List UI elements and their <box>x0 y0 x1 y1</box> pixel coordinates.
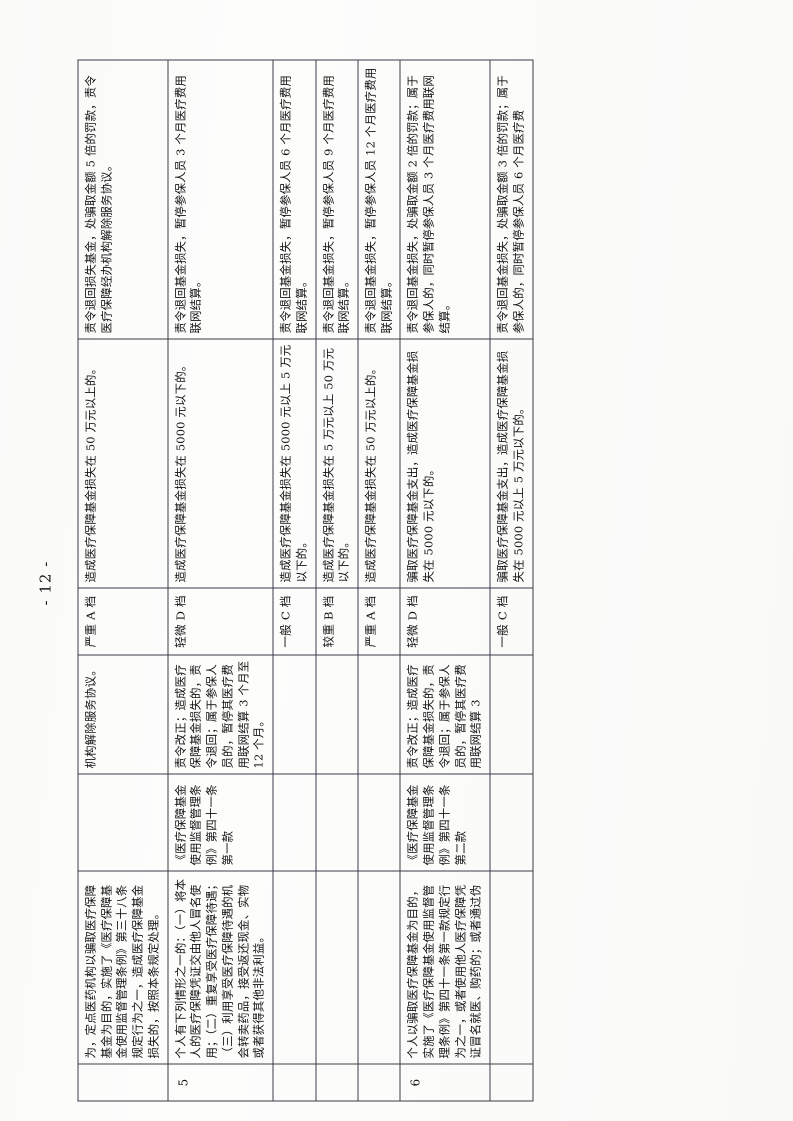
cell-row-number: 6 <box>399 1063 490 1101</box>
cell-legal-action: 责令改正；造成医疗保障基金损失的，责令退回；属于参保人员的，暂停其医疗费用联网结… <box>167 654 273 774</box>
cell-criteria: 骗取医疗保障基金支出，造成医疗保障基金损失在 5000 元以上 5 万元以下的。 <box>489 338 533 588</box>
penalty-discretion-table: 为，定点医药机构以骗取医疗保障基金为目的，实施了《医疗保障基金使用监督管理条例》… <box>77 59 533 1101</box>
cell-row-number <box>357 1063 400 1101</box>
cell-legal-basis <box>272 773 316 871</box>
cell-criteria: 造成医疗保障基金损失在 5000 元以下的。 <box>167 338 273 588</box>
cell-row-number <box>272 1063 316 1101</box>
table-row: 一般 C 档 骗取医疗保障基金支出，造成医疗保障基金损失在 5000 元以上 5… <box>489 59 533 1101</box>
table-row: 较重 B 档 造成医疗保障基金损失在 5 万元以上 50 万元以下的。 责令退回… <box>315 59 358 1101</box>
cell-legal-basis <box>357 773 400 871</box>
cell-description <box>315 870 358 1064</box>
cell-punishment: 责令退回损失基金，处骗取金额 5 倍的罚款，责令医疗保障经办机构解除服务协议。 <box>77 59 168 339</box>
cell-description: 为，定点医药机构以骗取医疗保障基金为目的，实施了《医疗保障基金使用监督管理条例》… <box>77 870 168 1064</box>
table-row: 6 个人以骗取医疗保障基金为目的，实施了《医疗保障基金使用监督管理条例》第四十一… <box>399 59 490 1101</box>
cell-criteria: 造成医疗保障基金损失在 5 万元以上 50 万元以下的。 <box>315 338 358 588</box>
cell-punishment: 责令退回基金损失，暂停参保人员 6 个月医疗费用联网结算。 <box>272 59 316 339</box>
cell-legal-action: 机构解除服务协议。 <box>77 654 168 774</box>
cell-legal-action <box>489 654 533 774</box>
cell-legal-action <box>357 654 400 774</box>
cell-description <box>272 870 316 1064</box>
cell-punishment: 责令退回基金损失，暂停参保人员 9 个月医疗费用联网结算。 <box>315 59 358 339</box>
cell-severity-level: 严重 A 档 <box>357 587 400 655</box>
cell-severity-level: 较重 B 档 <box>315 587 358 655</box>
table-row: 5 个人有下列情形之一的：（一）将本人的医疗保障凭证交由他人冒名使用；（二）重复… <box>167 59 273 1101</box>
cell-description: 个人以骗取医疗保障基金为目的，实施了《医疗保障基金使用监督管理条例》第四十一条第… <box>399 870 490 1064</box>
cell-legal-action: 责令改正；造成医疗保障基金损失的，责令退回；属于参保人员的，暂停其医疗费用联网结… <box>399 654 490 774</box>
cell-legal-basis <box>489 773 533 871</box>
cell-description <box>489 870 533 1064</box>
cell-severity-level: 严重 A 档 <box>77 587 168 655</box>
cell-criteria: 骗取医疗保障基金支出，造成医疗保障基金损失在 5000 元以下的。 <box>399 338 490 588</box>
cell-severity-level: 轻微 D 档 <box>167 587 273 655</box>
cell-description <box>357 870 400 1064</box>
cell-row-number <box>77 1063 168 1101</box>
cell-row-number <box>489 1063 533 1101</box>
table-row: 为，定点医药机构以骗取医疗保障基金为目的，实施了《医疗保障基金使用监督管理条例》… <box>77 59 168 1101</box>
cell-criteria: 造成医疗保障基金损失在 50 万元以上的。 <box>357 338 400 588</box>
cell-legal-action <box>272 654 316 774</box>
cell-severity-level: 一般 C 档 <box>272 587 316 655</box>
cell-punishment: 责令退回基金损失，处骗取金额 2 倍的罚款；属于参保人的，同时暂停参保人员 3 … <box>399 59 490 339</box>
cell-punishment: 责令退回基金损失，暂停参保人员 3 个月医疗费用联网结算。 <box>167 59 273 339</box>
cell-legal-action <box>315 654 358 774</box>
cell-legal-basis: 《医疗保障基金使用监督管理条例》第四十一条第二款 <box>399 773 490 871</box>
page-number: - 12 - <box>36 560 54 605</box>
cell-legal-basis <box>315 773 358 871</box>
cell-legal-basis <box>77 773 168 871</box>
cell-punishment: 责令退回基金损失，处骗取金额 3 倍的罚款；属于参保人的，同时暂停参保人员 6 … <box>489 59 533 339</box>
table-row: 严重 A 档 造成医疗保障基金损失在 50 万元以上的。 责令退回基金损失，暂停… <box>357 59 400 1101</box>
cell-row-number <box>315 1063 358 1101</box>
cell-punishment: 责令退回基金损失，暂停参保人员 12 个月医疗费用联网结算。 <box>357 59 400 339</box>
cell-criteria: 造成医疗保障基金损失在 5000 元以上 5 万元以下的。 <box>272 338 316 588</box>
cell-criteria: 造成医疗保障基金损失在 50 万元以上的。 <box>77 338 168 588</box>
cell-row-number: 5 <box>167 1063 273 1101</box>
table-body: 为，定点医药机构以骗取医疗保障基金为目的，实施了《医疗保障基金使用监督管理条例》… <box>77 59 533 1101</box>
cell-severity-level: 一般 C 档 <box>489 587 533 655</box>
cell-severity-level: 轻微 D 档 <box>399 587 490 655</box>
cell-description: 个人有下列情形之一的：（一）将本人的医疗保障凭证交由他人冒名使用；（二）重复享受… <box>167 870 273 1064</box>
cell-legal-basis: 《医疗保障基金使用监督管理条例》第四十一条第一款 <box>167 773 273 871</box>
table-row: 一般 C 档 造成医疗保障基金损失在 5000 元以上 5 万元以下的。 责令退… <box>272 59 316 1101</box>
